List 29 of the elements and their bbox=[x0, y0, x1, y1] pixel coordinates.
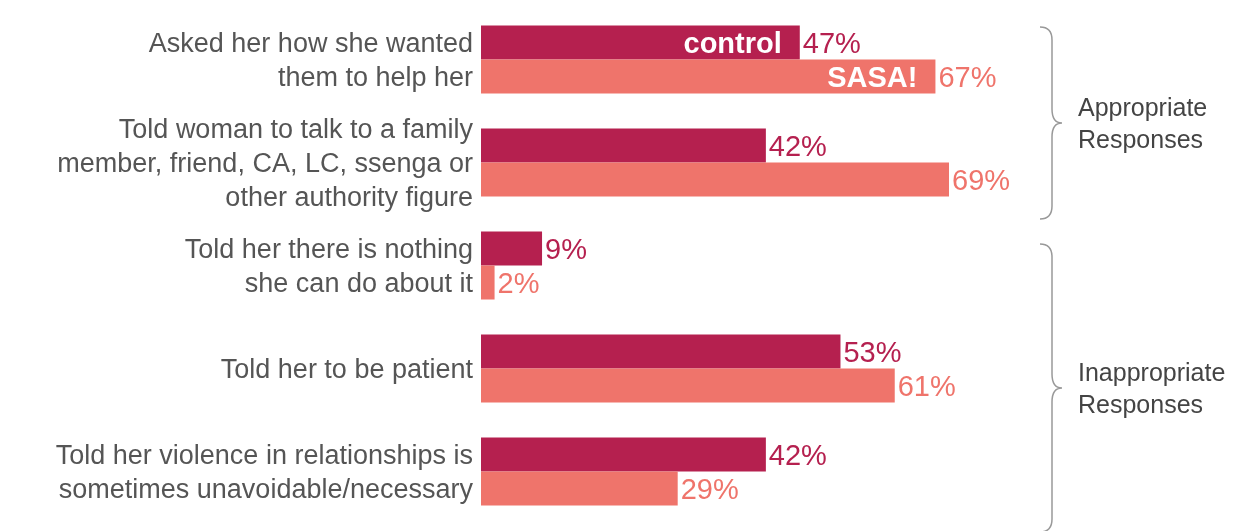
y-tick-label: Asked her how she wanted them to help her bbox=[148, 27, 473, 92]
y-tick-label: Told her violence in relationships is sometimes unavoidable/necessary bbox=[55, 439, 474, 504]
data-label: 42% bbox=[768, 438, 827, 471]
data-label: 2% bbox=[497, 266, 540, 299]
bar bbox=[481, 162, 949, 197]
y-tick-label: Told woman to talk to a family member, friend, CA, LC, ssenga or other authority figure bbox=[57, 113, 474, 212]
data-label: 61% bbox=[897, 369, 956, 402]
bar bbox=[481, 265, 495, 300]
data-label: 9% bbox=[545, 232, 587, 265]
bar bbox=[481, 59, 936, 94]
series-label: SASA! bbox=[827, 60, 918, 93]
data-label: 29% bbox=[680, 472, 739, 505]
text: Inappropriate Responses bbox=[1078, 357, 1226, 420]
data-label: 42% bbox=[768, 129, 827, 162]
y-tick-label: Told her to be patient bbox=[220, 353, 474, 384]
data-label: 47% bbox=[802, 26, 861, 59]
bar bbox=[481, 437, 766, 472]
bar bbox=[481, 334, 841, 369]
data-label: 67% bbox=[938, 60, 997, 93]
y-tick-label: Told her there is nothing she can do about it bbox=[184, 233, 474, 298]
bar bbox=[481, 128, 766, 163]
bar bbox=[481, 231, 543, 266]
data-label: 69% bbox=[952, 163, 1011, 196]
text: Appropriate Responses bbox=[1078, 92, 1208, 155]
bar bbox=[481, 368, 895, 403]
bar bbox=[481, 471, 678, 506]
bar bbox=[481, 25, 800, 60]
data-label: 53% bbox=[843, 335, 902, 368]
series-label: control bbox=[683, 26, 782, 59]
